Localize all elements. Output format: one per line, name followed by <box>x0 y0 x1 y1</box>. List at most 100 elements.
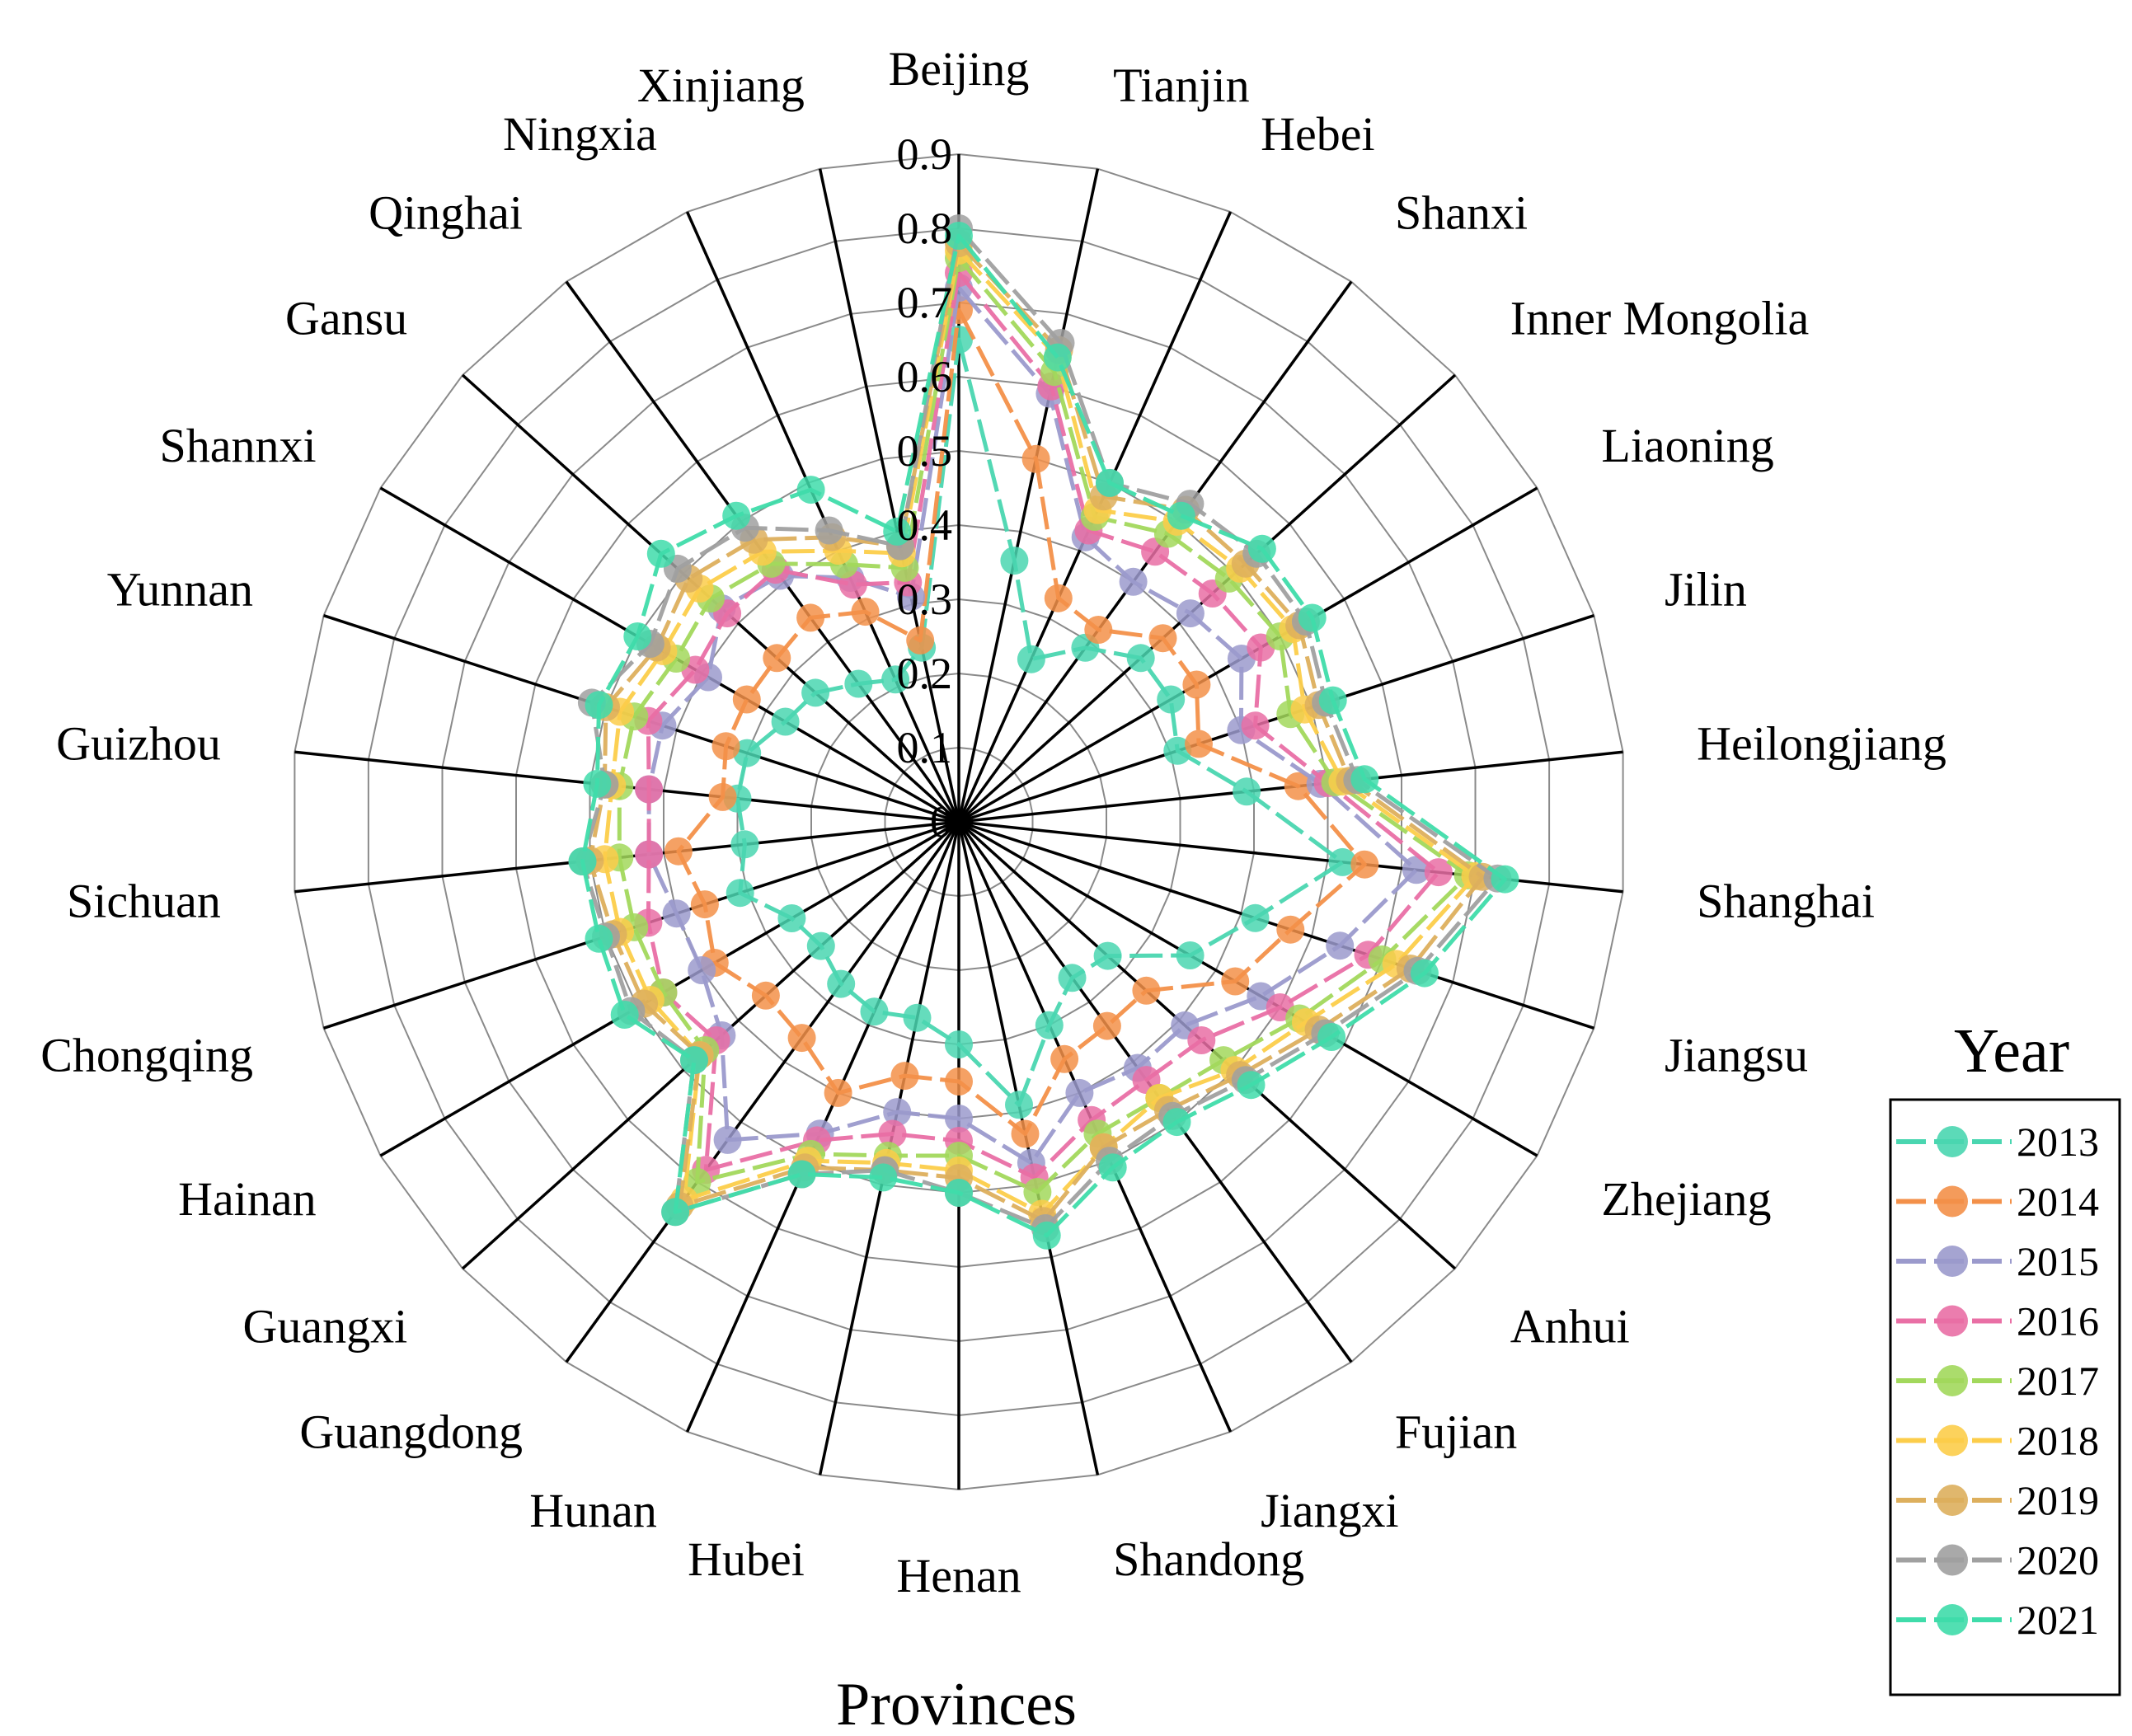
legend-item-2021: 2021 <box>1896 1597 2099 1643</box>
legend-item-2019: 2019 <box>1896 1477 2099 1523</box>
tick-label-0: 0 <box>930 797 952 847</box>
data-point-2014-yunnan <box>711 732 740 761</box>
data-point-2021-jilin <box>1318 686 1347 715</box>
data-point-2013-jiangsu <box>1241 903 1270 932</box>
data-point-2016-guizhou <box>635 775 664 804</box>
data-point-2014-liaoning <box>1182 670 1211 699</box>
data-point-2013-heilongjiang <box>1233 777 1261 806</box>
data-point-2013-inner-mongolia <box>1126 644 1155 673</box>
province-label-jiangxi: Jiangxi <box>1261 1484 1399 1537</box>
legend-marker-2016 <box>1937 1305 1968 1337</box>
province-label-anhui: Anhui <box>1510 1300 1630 1354</box>
province-label-shandong: Shandong <box>1113 1532 1304 1586</box>
data-point-2014-guangxi <box>751 981 780 1010</box>
data-point-2015-shanghai <box>1402 856 1430 884</box>
data-point-2021-guizhou <box>583 769 612 798</box>
data-point-2013-fujian <box>1058 964 1087 992</box>
data-point-2016-anhui <box>1187 1026 1216 1054</box>
data-point-2014-tianjin <box>1021 444 1050 473</box>
data-point-2021-guangxi <box>680 1046 708 1075</box>
radial-tick-labels: 0 0.1 0.2 0.3 0.4 0.5 0.6 0.7 0.8 0.9 <box>897 129 953 847</box>
spoke-9 <box>958 820 1594 1030</box>
data-point-2015-hubei <box>883 1098 912 1127</box>
province-label-tianjin: Tianjin <box>1113 59 1249 112</box>
data-point-2021-zhejiang <box>1317 1023 1346 1051</box>
data-point-2013-guangdong <box>827 969 856 998</box>
data-point-2014-hunan <box>824 1078 852 1107</box>
data-point-2014-guizhou <box>708 782 737 811</box>
legend-box <box>1889 1098 2121 1696</box>
province-label-heilongjiang: Heilongjiang <box>1697 717 1947 771</box>
province-label-hebei: Hebei <box>1261 107 1375 161</box>
data-point-2014-shanxi <box>1084 616 1113 644</box>
data-point-2021-tianjin <box>1043 343 1072 372</box>
legend-marker-2017 <box>1937 1365 1968 1396</box>
spoke-8 <box>958 820 1623 894</box>
data-point-2014-gansu <box>763 644 791 673</box>
data-point-2014-shanghai <box>1350 850 1379 879</box>
series-2016 <box>634 259 1453 1192</box>
province-label-hubei: Hubei <box>688 1532 805 1586</box>
spoke-28 <box>685 211 960 823</box>
data-point-2013-chongqing <box>726 879 754 908</box>
data-point-2021-jiangsu <box>1410 959 1439 988</box>
data-point-2014-qinghai <box>796 603 825 632</box>
data-point-2014-henan <box>945 1067 973 1096</box>
data-point-2013-ningxia <box>881 665 910 694</box>
data-point-2021-heilongjiang <box>1350 765 1379 794</box>
data-point-2020-ningxia <box>815 516 843 545</box>
tick-label-9: 0.9 <box>897 129 953 179</box>
data-point-2013-henan <box>945 1030 973 1058</box>
data-point-2021-shanghai <box>1491 865 1519 894</box>
legend-marker-2014 <box>1937 1185 1968 1218</box>
radar-series <box>568 214 1519 1250</box>
data-point-2021-ningxia <box>796 476 825 504</box>
series-2014 <box>664 296 1379 1148</box>
province-label-hunan: Hunan <box>529 1484 657 1537</box>
province-label-sichuan: Sichuan <box>67 875 221 928</box>
data-point-2014-hebei <box>1044 584 1073 612</box>
x-axis-title: Provinces <box>836 1671 1077 1736</box>
legend-label-2014: 2014 <box>2017 1179 2099 1225</box>
data-point-2013-liaoning <box>1157 685 1186 714</box>
data-point-2014-ningxia <box>851 598 880 626</box>
data-point-2021-hebei <box>1096 468 1124 497</box>
province-label-beijing: Beijing <box>889 42 1030 96</box>
legend-marker-2020 <box>1937 1544 1968 1576</box>
data-point-2021-guangdong <box>661 1198 690 1227</box>
spoke-14 <box>957 821 1100 1476</box>
province-label-guizhou: Guizhou <box>56 717 221 771</box>
legend-item-2016: 2016 <box>1896 1298 2099 1344</box>
data-point-2021-shandong <box>1032 1221 1061 1250</box>
data-point-2013-jilin <box>1163 736 1192 765</box>
data-point-2014-shandong <box>1011 1119 1040 1148</box>
legend-item-2018: 2018 <box>1896 1418 2099 1464</box>
series-2021 <box>568 222 1519 1250</box>
data-point-2015-henan <box>945 1105 973 1133</box>
data-point-2021-hainan <box>610 1001 639 1029</box>
data-point-2016-sichuan <box>635 840 664 869</box>
data-point-2014-guangdong <box>787 1024 816 1053</box>
data-point-2014-anhui <box>1132 976 1161 1005</box>
data-point-2014-hubei <box>890 1062 919 1091</box>
tick-label-4: 0.4 <box>897 500 953 550</box>
data-point-2013-hainan <box>777 904 806 932</box>
legend-label-2017: 2017 <box>2017 1358 2099 1404</box>
data-point-2021-chongqing <box>585 924 613 953</box>
data-point-2014-fujian <box>1092 1011 1121 1040</box>
spoke-6 <box>958 614 1594 823</box>
legend-item-2020: 2020 <box>1896 1537 2099 1584</box>
province-label-inner-mongolia: Inner Mongolia <box>1510 291 1809 345</box>
data-point-2015-jiangsu <box>1326 931 1355 960</box>
tick-label-7: 0.7 <box>897 278 953 327</box>
data-point-2013-guangxi <box>806 931 835 960</box>
province-label-zhejiang: Zhejiang <box>1601 1172 1771 1226</box>
province-label-chongqing: Chongqing <box>40 1028 253 1081</box>
data-point-2021-shannxi <box>623 622 652 650</box>
tick-label-2: 0.2 <box>897 649 953 698</box>
data-point-2013-shannxi <box>771 707 800 736</box>
data-point-2013-hebei <box>1017 645 1045 673</box>
province-label-guangdong: Guangdong <box>299 1405 523 1458</box>
spoke-29 <box>818 168 960 823</box>
